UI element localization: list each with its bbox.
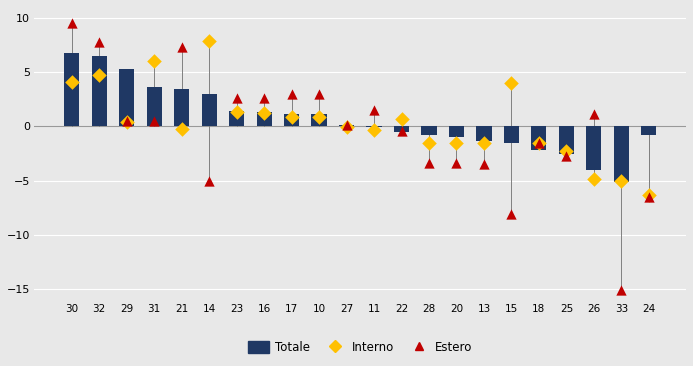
Point bbox=[341, 122, 352, 128]
Bar bbox=[476, 126, 491, 141]
Point bbox=[258, 111, 270, 116]
Point bbox=[341, 124, 352, 130]
Point bbox=[66, 20, 77, 26]
Point bbox=[506, 80, 517, 86]
Point bbox=[478, 161, 489, 167]
Point bbox=[396, 128, 407, 134]
Bar bbox=[394, 126, 409, 132]
Bar bbox=[64, 53, 79, 126]
Point bbox=[286, 114, 297, 120]
Bar bbox=[449, 126, 464, 137]
Point bbox=[121, 118, 132, 124]
Point bbox=[616, 178, 627, 184]
Point bbox=[616, 287, 627, 293]
Point bbox=[423, 160, 435, 166]
Bar bbox=[586, 126, 602, 170]
Point bbox=[451, 140, 462, 146]
Point bbox=[148, 118, 159, 124]
Point bbox=[423, 140, 435, 146]
Bar bbox=[559, 126, 574, 153]
Point bbox=[588, 176, 599, 182]
Point bbox=[286, 91, 297, 97]
Point bbox=[588, 112, 599, 117]
Point bbox=[148, 58, 159, 64]
Point bbox=[258, 95, 270, 101]
Point bbox=[176, 126, 187, 131]
Bar bbox=[146, 87, 161, 126]
Point bbox=[643, 192, 654, 198]
Point bbox=[204, 38, 215, 44]
Bar bbox=[614, 126, 629, 182]
Bar bbox=[91, 56, 107, 126]
Bar bbox=[229, 111, 244, 126]
Point bbox=[176, 44, 187, 50]
Bar bbox=[367, 126, 382, 127]
Bar bbox=[256, 112, 272, 126]
Point bbox=[478, 140, 489, 146]
Point bbox=[396, 116, 407, 122]
Point bbox=[534, 140, 545, 146]
Point bbox=[313, 114, 324, 120]
Point bbox=[313, 91, 324, 97]
Point bbox=[369, 107, 380, 113]
Bar bbox=[202, 94, 217, 126]
Bar bbox=[174, 89, 189, 126]
Point bbox=[561, 149, 572, 154]
Bar bbox=[504, 126, 519, 143]
Point bbox=[121, 119, 132, 125]
Bar bbox=[641, 126, 656, 135]
Bar bbox=[421, 126, 437, 135]
Bar bbox=[119, 69, 134, 126]
Point bbox=[534, 140, 545, 146]
Bar bbox=[339, 125, 354, 126]
Legend: Totale, Interno, Estero: Totale, Interno, Estero bbox=[243, 336, 477, 359]
Point bbox=[94, 39, 105, 45]
Point bbox=[561, 153, 572, 158]
Point bbox=[643, 194, 654, 200]
Point bbox=[451, 160, 462, 166]
Bar bbox=[284, 115, 299, 126]
Point bbox=[204, 178, 215, 184]
Bar bbox=[311, 115, 326, 126]
Point bbox=[231, 95, 242, 101]
Point bbox=[231, 109, 242, 115]
Point bbox=[506, 212, 517, 217]
Point bbox=[94, 72, 105, 78]
Point bbox=[369, 127, 380, 132]
Point bbox=[66, 79, 77, 85]
Bar bbox=[532, 126, 547, 150]
